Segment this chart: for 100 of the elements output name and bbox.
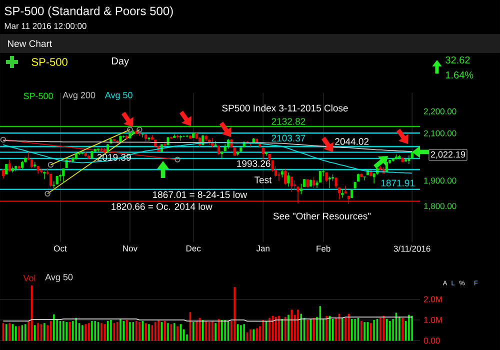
candlestick — [236, 151, 240, 156]
candlestick — [217, 146, 220, 155]
candlestick — [249, 143, 252, 147]
candlestick — [148, 137, 150, 141]
candlestick — [164, 141, 166, 147]
candlestick — [363, 176, 366, 181]
candlestick — [284, 168, 287, 185]
candlestick — [204, 135, 208, 142]
y-tick-label: 2.0M — [424, 296, 442, 302]
candlestick — [240, 147, 242, 152]
text: Avg 50 — [45, 274, 73, 282]
ref-line-label: 1820.66 = Oc. 2014 low — [112, 202, 212, 210]
candlestick — [43, 171, 46, 180]
candlestick — [88, 154, 90, 160]
candlestick — [97, 148, 100, 152]
text: New Chart — [8, 40, 52, 47]
y-tick-label: 1.0M — [424, 316, 442, 323]
candlestick — [404, 158, 407, 162]
text: Avg 50 — [104, 92, 132, 100]
candlestick — [394, 154, 398, 160]
candlestick — [176, 134, 179, 139]
candlestick — [40, 168, 42, 174]
candlestick — [100, 147, 103, 151]
candlestick — [5, 164, 8, 174]
candlestick — [34, 162, 36, 168]
candlestick — [344, 186, 347, 194]
candlestick — [18, 165, 20, 170]
candlestick — [347, 196, 350, 204]
candlestick — [354, 182, 356, 188]
candlestick — [309, 179, 312, 187]
candlestick — [379, 166, 382, 170]
text: 32.62 — [446, 56, 470, 64]
candlestick — [122, 135, 125, 138]
annotation: See "Other Resources" — [273, 212, 371, 220]
candlestick — [62, 168, 65, 184]
candlestick — [341, 188, 344, 198]
candlestick — [328, 176, 331, 188]
text: SP-500 — [24, 92, 53, 100]
series-label: Vol — [23, 274, 36, 282]
candlestick — [265, 152, 268, 156]
candlestick — [2, 169, 4, 179]
candlestick — [8, 159, 11, 172]
annotation: SP500 Index 3-11-2015 Close — [222, 104, 348, 112]
candlestick — [186, 134, 188, 138]
annotation: Test — [254, 176, 272, 184]
candlestick — [132, 130, 134, 135]
chart-subtitle: Mar 11 2016 12:00:00 — [4, 22, 86, 29]
candlestick — [220, 151, 224, 159]
ref-line-label: 2044.02 — [335, 138, 369, 145]
text: Day — [112, 58, 129, 66]
candlestick — [126, 134, 128, 139]
candlestick — [106, 144, 110, 152]
candlestick — [11, 166, 14, 173]
candlestick — [56, 176, 58, 184]
candlestick — [392, 158, 394, 162]
candlestick — [84, 151, 87, 157]
candlestick — [170, 136, 172, 140]
text: 2,022.19 — [430, 151, 466, 159]
x-tick-label: Nov — [123, 245, 138, 252]
candlestick — [192, 132, 195, 138]
candlestick — [20, 160, 24, 170]
ref-line-label: 1993.26 — [237, 160, 270, 167]
y-tick-label: 2,100.00 — [424, 130, 456, 138]
candlestick — [103, 148, 106, 154]
candlestick — [262, 148, 264, 160]
candlestick — [119, 136, 122, 143]
x-tick-label: Oct — [54, 245, 67, 252]
y-tick-label: 2,200.00 — [424, 108, 456, 116]
candlestick — [179, 134, 182, 141]
x-tick-label: Jan — [256, 245, 270, 252]
candlestick — [135, 130, 138, 134]
text: Avg 200 — [62, 92, 96, 100]
candlestick — [90, 150, 94, 158]
candlestick — [72, 156, 74, 163]
candlestick — [401, 158, 404, 162]
candlestick — [36, 166, 40, 174]
ref-line-label: 2132.82 — [272, 118, 306, 125]
candlestick — [360, 173, 363, 178]
candlestick — [325, 172, 328, 182]
candlestick — [173, 134, 176, 138]
annotation: 1871.91 — [381, 180, 415, 186]
ref-line-label: 2103.37 — [272, 134, 306, 142]
candlestick — [312, 176, 316, 188]
candlestick — [188, 135, 192, 139]
text: SP-500 — [32, 58, 68, 66]
y-tick-label: 1,800.00 — [424, 203, 456, 210]
x-tick-label: Dec — [186, 245, 201, 252]
candlestick — [214, 141, 217, 147]
y-tick-label: 0.00 — [424, 338, 440, 344]
candlestick — [128, 132, 132, 138]
candlestick — [287, 172, 290, 187]
text: 1.64% — [446, 71, 474, 79]
candlestick — [14, 166, 18, 172]
candlestick — [290, 176, 293, 192]
candlestick — [141, 133, 144, 138]
candlestick — [356, 173, 360, 182]
y-tick-label: 1,900.00 — [424, 178, 456, 185]
candlestick — [398, 154, 401, 160]
candlestick — [350, 190, 354, 198]
x-tick-label: Feb — [316, 245, 330, 252]
